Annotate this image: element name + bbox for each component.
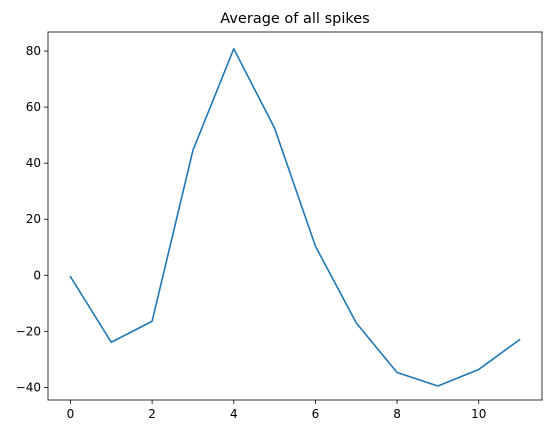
x-tick-label: 4 (230, 407, 238, 421)
x-tick-label: 2 (148, 407, 156, 421)
x-tick-label: 8 (393, 407, 401, 421)
x-axis-ticks: 0 2 4 6 8 10 (67, 400, 486, 421)
y-tick-label: 60 (26, 100, 41, 114)
y-tick-label: 40 (26, 156, 41, 170)
y-tick-label: 0 (33, 268, 41, 282)
x-tick-label: 10 (471, 407, 486, 421)
y-tick-label: 20 (26, 212, 41, 226)
chart-title: Average of all spikes (220, 11, 369, 27)
plot-area (69, 48, 521, 387)
x-tick-label: 0 (67, 407, 75, 421)
y-tick-label: −40 (16, 380, 41, 394)
y-tick-label: −20 (16, 324, 41, 338)
x-tick-label: 6 (312, 407, 320, 421)
axes-frame (47, 31, 543, 401)
y-tick-label: 80 (26, 44, 41, 58)
y-axis-ticks: −40 −20 0 20 40 60 80 (16, 44, 48, 394)
series-line-0 (69, 48, 521, 387)
